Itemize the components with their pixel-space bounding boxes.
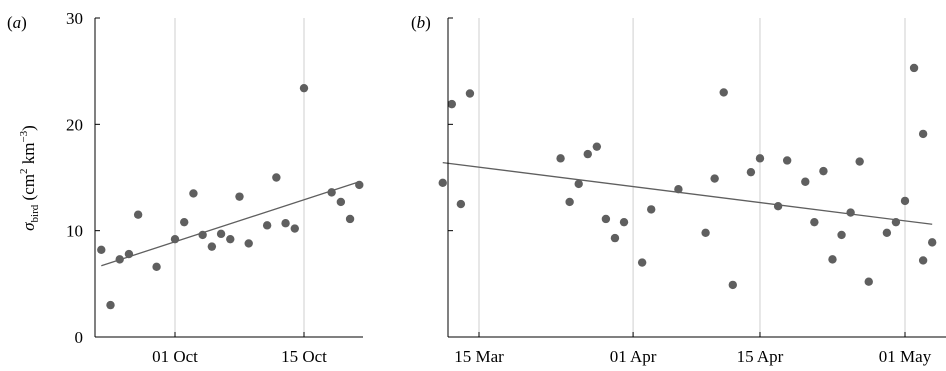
panel-b-point-21 — [773, 202, 783, 211]
panel-b-point-12 — [637, 258, 647, 267]
panel-b-point-37 — [927, 238, 937, 247]
panel-a-y-tick-label-0: 0 — [75, 328, 84, 347]
panel-b-point-4 — [556, 154, 565, 163]
panel-b-point-3 — [465, 89, 475, 98]
panel-a-point-0 — [97, 245, 106, 255]
panel-a-point-7 — [180, 217, 189, 227]
panel-a-x-tick-label-0: 01 Oct — [152, 347, 198, 366]
panel-b-point-1 — [447, 99, 457, 109]
panel-a-trend-line — [101, 181, 360, 267]
panel-b-point-36 — [918, 256, 928, 265]
panel-a-point-17 — [281, 219, 290, 228]
panel-b-point-28 — [846, 208, 855, 217]
panel-a-point-6 — [170, 234, 180, 244]
panel-b-point-20 — [755, 154, 765, 163]
panel-a-y-tick-label-3: 30 — [66, 9, 83, 28]
panel-b-point-35 — [918, 129, 928, 139]
panel-a-point-2 — [115, 255, 124, 264]
panel-a-point-1 — [106, 300, 115, 310]
panel-b-x-ticks: 15 Mar 01 Apr 15 Apr 01 May — [454, 332, 932, 366]
panel-b-point-25 — [819, 166, 828, 176]
panel-a: 0 10 20 30 01 Oct 15 Oct (a) σbird (cm2 km−3… — [7, 9, 364, 366]
panel-b-x-tick-label-3: 01 May — [879, 347, 932, 366]
panel-b-points — [438, 63, 937, 290]
panel-a-point-18 — [290, 224, 299, 233]
panel-b-point-0 — [438, 178, 447, 188]
panel-b-point-15 — [701, 228, 710, 237]
panel-a-point-14 — [244, 239, 253, 248]
panel-a-point-16 — [272, 173, 281, 182]
panel-a-point-9 — [198, 230, 207, 240]
panel-b-x-tick-label-2: 15 Apr — [737, 347, 784, 366]
panel-b-point-32 — [891, 217, 901, 227]
panel-a-point-19 — [299, 83, 309, 93]
panel-a-gridlines — [174, 18, 305, 337]
panel-b-point-27 — [837, 230, 846, 240]
panel-b-point-34 — [909, 63, 919, 73]
panel-a-point-15 — [262, 221, 272, 230]
panel-b-point-16 — [710, 174, 719, 183]
panel-b-point-29 — [855, 157, 864, 166]
panel-b-x-tick-label-0: 15 Mar — [454, 347, 504, 366]
panel-a-point-20 — [327, 188, 336, 197]
panel-b-point-33 — [900, 196, 910, 206]
panel-a-point-12 — [226, 234, 235, 244]
panel-b: 15 Mar 01 Apr 15 Apr 01 May (b) — [411, 13, 946, 366]
panel-a-point-13 — [235, 192, 244, 201]
panel-b-point-5 — [565, 197, 574, 207]
panel-b-y-ticks — [448, 17, 453, 338]
panel-b-label: (b) — [411, 13, 431, 32]
panel-a-point-10 — [207, 242, 217, 251]
panel-a-y-axis-label: σbird (cm2 km−3) — [18, 125, 41, 231]
panel-b-point-13 — [647, 205, 656, 214]
panel-a-label: (a) — [7, 13, 27, 32]
panel-a-y-tick-label-1: 10 — [66, 222, 83, 241]
panel-a-point-22 — [345, 214, 355, 224]
panel-b-point-11 — [619, 217, 629, 227]
panel-b-point-17 — [719, 88, 728, 97]
panel-a-x-tick-label-1: 15 Oct — [281, 347, 327, 366]
panel-a-point-5 — [152, 262, 161, 272]
panel-b-point-18 — [728, 280, 737, 290]
panel-b-gridlines — [478, 18, 906, 337]
panel-a-point-3 — [124, 249, 134, 259]
panel-b-point-8 — [592, 142, 602, 151]
panel-b-point-14 — [674, 184, 683, 194]
panel-a-point-11 — [216, 229, 226, 239]
panel-b-point-10 — [610, 233, 620, 243]
panel-a-point-8 — [189, 189, 198, 198]
panel-a-y-ticks: 0 10 20 30 — [66, 9, 100, 347]
panel-b-x-tick-label-1: 01 Apr — [610, 347, 657, 366]
panel-b-trend — [442, 161, 933, 225]
panel-b-point-24 — [810, 217, 819, 227]
panel-b-point-19 — [746, 167, 756, 177]
panel-b-trend-line — [442, 161, 933, 225]
panel-a-trend — [101, 181, 360, 267]
panel-a-x-ticks: 01 Oct 15 Oct — [152, 332, 327, 366]
panel-a-point-23 — [355, 180, 364, 190]
panel-b-point-9 — [601, 214, 611, 224]
panel-b-point-30 — [864, 277, 873, 286]
panel-a-y-tick-label-2: 20 — [66, 115, 83, 134]
panel-b-point-6 — [574, 179, 583, 189]
panel-b-point-31 — [882, 228, 892, 237]
panel-b-point-2 — [456, 199, 466, 209]
panel-a-point-21 — [336, 197, 346, 207]
panel-a-point-4 — [133, 210, 143, 219]
panel-b-point-7 — [583, 149, 592, 159]
panel-b-point-23 — [801, 177, 810, 186]
panel-b-point-22 — [782, 156, 792, 165]
panel-b-point-26 — [828, 255, 837, 264]
panel-a-points — [97, 83, 364, 310]
